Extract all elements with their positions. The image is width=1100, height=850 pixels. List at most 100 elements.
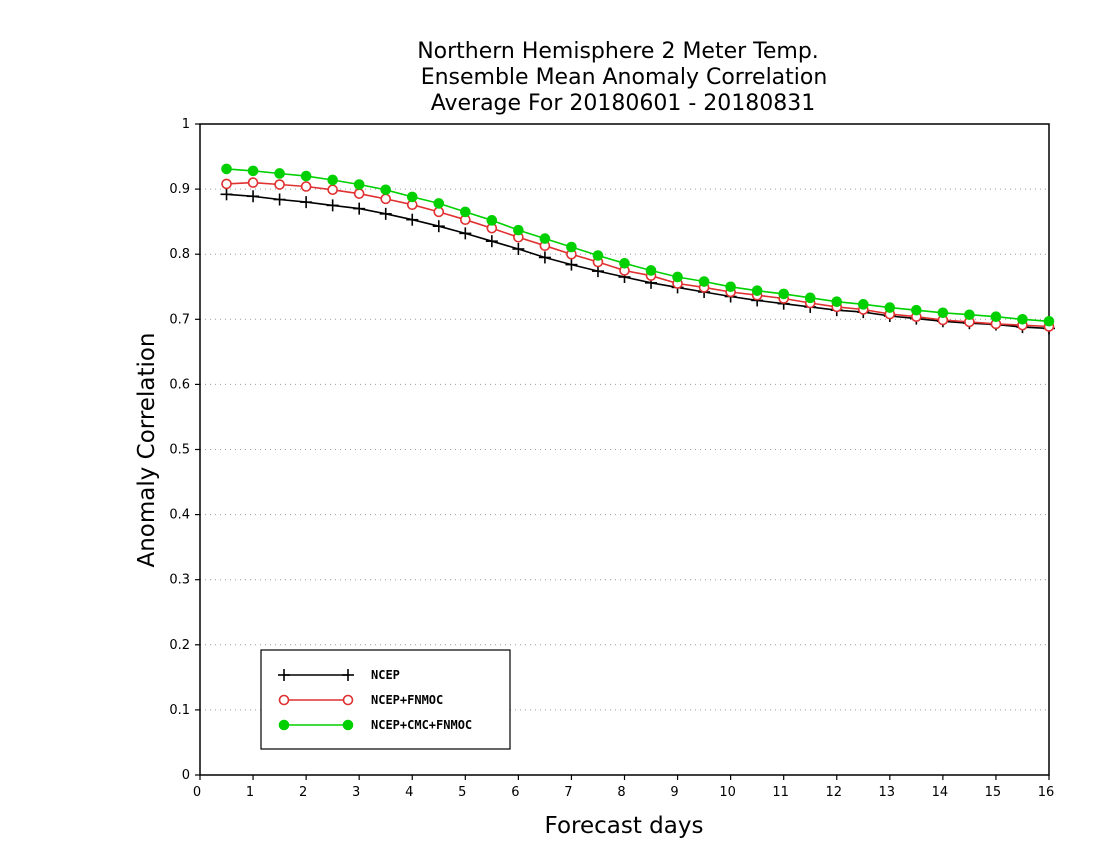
series-2-point-8 <box>433 198 445 209</box>
series-0-point-6 <box>379 207 392 220</box>
series-0-line <box>226 193 1050 330</box>
series-0-point-4 <box>326 199 339 212</box>
x-tick-label-13: 13 <box>879 785 896 800</box>
y-tick-label-0: 0 <box>182 768 190 783</box>
series-2-point-28 <box>964 309 975 321</box>
legend-marker-start-0 <box>278 669 290 681</box>
x-tick-label-5: 5 <box>458 785 466 800</box>
series-0-point-2 <box>273 193 286 206</box>
series-0-point-3 <box>300 196 313 209</box>
x-tick-label-16: 16 <box>1038 785 1055 800</box>
axes: 00.10.20.30.40.50.60.70.80.910 1 2 3 4 5 6 7 8 9 1… <box>169 117 1054 800</box>
x-tick-label-1: 1 <box>246 785 254 800</box>
series-1 <box>221 177 1055 332</box>
series-2-point-31 <box>1043 315 1055 327</box>
series-0-point-11 <box>512 242 525 255</box>
series-2-point-3 <box>300 170 312 182</box>
y-tick-label-10: 1 <box>182 117 190 132</box>
y-tick-label-1: 0.1 <box>169 703 190 718</box>
y-tick-label-9: 0.9 <box>169 182 190 197</box>
series-1-point-5 <box>353 188 365 199</box>
y-tick-label-2: 0.2 <box>169 638 190 653</box>
legend-label-2: NCEP+CMC+FNMOC <box>371 718 472 732</box>
series-2-point-17 <box>672 271 683 283</box>
series-2-point-26 <box>911 304 922 316</box>
x-tick-label-14: 14 <box>932 785 949 800</box>
series-1-point-6 <box>380 193 392 205</box>
series-0-point-12 <box>538 251 551 264</box>
series-0-point-13 <box>565 258 578 271</box>
series-2-point-24 <box>857 299 869 310</box>
series-2-point-30 <box>1017 314 1028 325</box>
x-tick-label-2: 2 <box>299 785 307 800</box>
title-line-2: Ensemble Mean Anomaly Correlation <box>421 65 828 90</box>
y-tick-label-8: 0.8 <box>169 247 190 262</box>
legend-label-1: NCEP+FNMOC <box>371 693 443 707</box>
series-2 <box>221 163 1055 327</box>
series-0 <box>220 188 1055 335</box>
legend-marker-end-1 <box>342 694 354 706</box>
series-2-point-7 <box>406 191 418 203</box>
series-2-point-29 <box>990 311 1002 322</box>
series-2-point-13 <box>566 241 577 253</box>
y-tick-label-7: 0.7 <box>169 312 190 327</box>
chart-title: Northern Hemisphere 2 Meter Temp. Ensemb… <box>417 39 827 116</box>
title-line-3: Average For 20180601 - 20180831 <box>431 91 816 116</box>
legend-marker-start-1 <box>278 694 290 706</box>
y-tick-label-4: 0.4 <box>169 508 190 523</box>
y-tick-label-5: 0.5 <box>169 443 190 458</box>
series-2-point-23 <box>831 296 843 308</box>
series-2-point-27 <box>937 307 949 319</box>
series-2-point-5 <box>353 179 365 190</box>
series-1-point-8 <box>433 206 445 218</box>
series-0-point-5 <box>353 202 366 215</box>
x-tick-label-4: 4 <box>405 785 413 800</box>
series-1-point-0 <box>221 178 232 190</box>
series-0-point-9 <box>459 227 472 240</box>
y-tick-label-6: 0.6 <box>169 377 190 392</box>
x-tick-label-3: 3 <box>352 785 360 800</box>
series-2-point-2 <box>274 168 285 179</box>
series-0-point-8 <box>432 220 445 233</box>
x-tick-label-0: 0 <box>193 785 201 800</box>
legend: NCEP NCEP+FNMOC NCEP+CMC+FNMOC <box>260 649 511 750</box>
x-tick-label-8: 8 <box>617 785 625 800</box>
title-line-1: Northern Hemisphere 2 Meter Temp. <box>417 39 819 64</box>
series-2-point-20 <box>751 285 763 296</box>
series-2-point-6 <box>380 184 392 196</box>
series-1-point-2 <box>274 179 285 190</box>
series-1-point-3 <box>300 181 312 192</box>
x-tick-label-9: 9 <box>670 785 678 800</box>
legend-marker-start-2 <box>278 719 290 731</box>
legend-marker-end-0 <box>342 669 354 681</box>
x-axis-label: Forecast days <box>545 813 704 839</box>
series-2-point-11 <box>513 224 524 236</box>
x-tick-label-6: 6 <box>511 785 519 800</box>
series-2-point-18 <box>698 276 710 287</box>
series-2-point-14 <box>592 250 604 261</box>
legend-marker-end-2 <box>342 719 354 731</box>
x-tick-label-10: 10 <box>719 785 736 800</box>
y-axis-label: Anomaly Correlation <box>134 332 160 567</box>
x-tick-label-15: 15 <box>985 785 1002 800</box>
series-2-point-25 <box>884 302 896 313</box>
series-2-point-1 <box>247 165 259 177</box>
series-2-point-0 <box>221 163 232 175</box>
series-lines <box>220 163 1055 335</box>
series-2-point-10 <box>486 215 498 226</box>
y-tick-label-3: 0.3 <box>169 573 190 588</box>
series-0-point-0 <box>220 188 233 201</box>
series-2-point-15 <box>619 258 630 269</box>
x-tick-label-11: 11 <box>772 785 789 800</box>
series-0-point-10 <box>485 235 498 248</box>
series-1-point-4 <box>327 184 338 196</box>
series-2-point-22 <box>804 292 816 304</box>
legend-label-0: NCEP <box>371 668 400 682</box>
series-2-point-9 <box>460 206 471 218</box>
series-2-point-4 <box>327 174 338 186</box>
series-2-point-21 <box>778 288 789 300</box>
series-2-point-16 <box>645 265 657 276</box>
series-2-point-12 <box>539 233 551 244</box>
series-0-point-1 <box>247 190 260 203</box>
